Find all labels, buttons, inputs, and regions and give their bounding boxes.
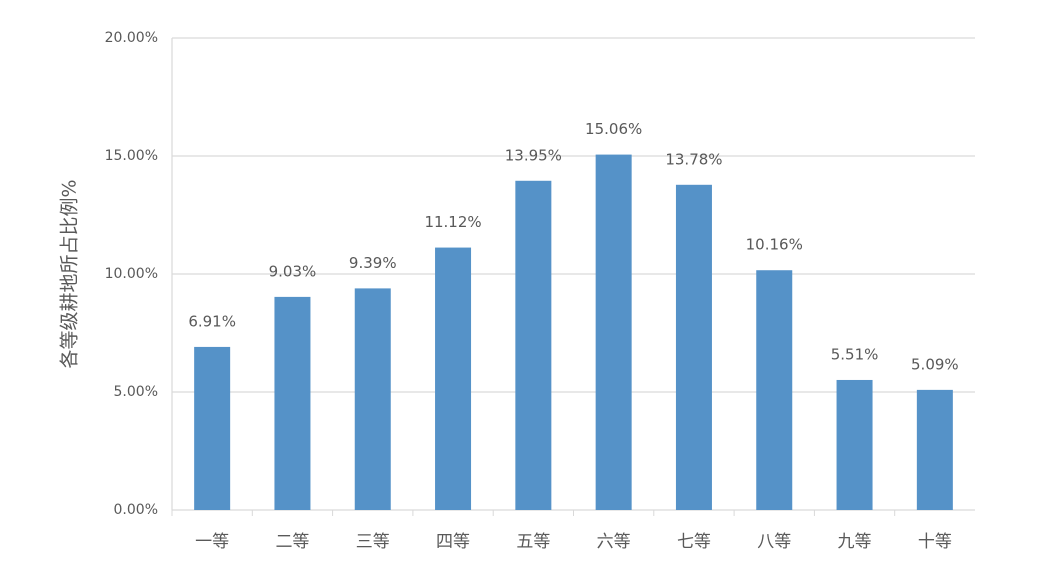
bar: [194, 346, 231, 510]
value-label: 11.12%: [424, 213, 481, 231]
x-tick-label: 八等: [757, 532, 791, 552]
bar: [515, 180, 552, 510]
y-axis-label: 各等级耕地所占比例%: [59, 179, 81, 368]
x-tick-label: 二等: [275, 532, 309, 552]
value-label: 9.39%: [349, 254, 397, 272]
y-tick-label: 10.00%: [105, 266, 158, 282]
y-tick-label: 5.00%: [114, 384, 158, 400]
y-tick-label: 15.00%: [105, 148, 158, 164]
bar: [836, 379, 873, 510]
x-tick-label: 六等: [597, 532, 631, 552]
x-tick-label: 五等: [516, 532, 550, 552]
x-tick-label: 七等: [677, 532, 711, 552]
bar: [675, 184, 712, 511]
bar: [595, 154, 632, 511]
value-label: 13.95%: [505, 146, 562, 164]
value-label: 13.78%: [665, 150, 722, 168]
bar: [354, 288, 391, 510]
x-tick-label: 九等: [838, 532, 872, 552]
value-label: 5.09%: [911, 355, 959, 373]
bar: [274, 296, 311, 510]
bar: [916, 389, 953, 510]
bar: [756, 270, 793, 510]
y-tick-label: 0.00%: [114, 502, 158, 518]
x-tick-label: 一等: [195, 532, 229, 552]
bar: [435, 247, 472, 510]
x-tick-label: 三等: [356, 532, 390, 552]
y-tick-label: 20.00%: [105, 30, 158, 46]
value-label: 5.51%: [831, 345, 879, 363]
value-label: 15.06%: [585, 120, 642, 138]
value-label: 10.16%: [746, 236, 803, 254]
value-label: 9.03%: [269, 262, 317, 280]
x-tick-label: 十等: [918, 532, 952, 552]
value-label: 6.91%: [188, 312, 236, 330]
x-tick-label: 四等: [436, 532, 470, 552]
